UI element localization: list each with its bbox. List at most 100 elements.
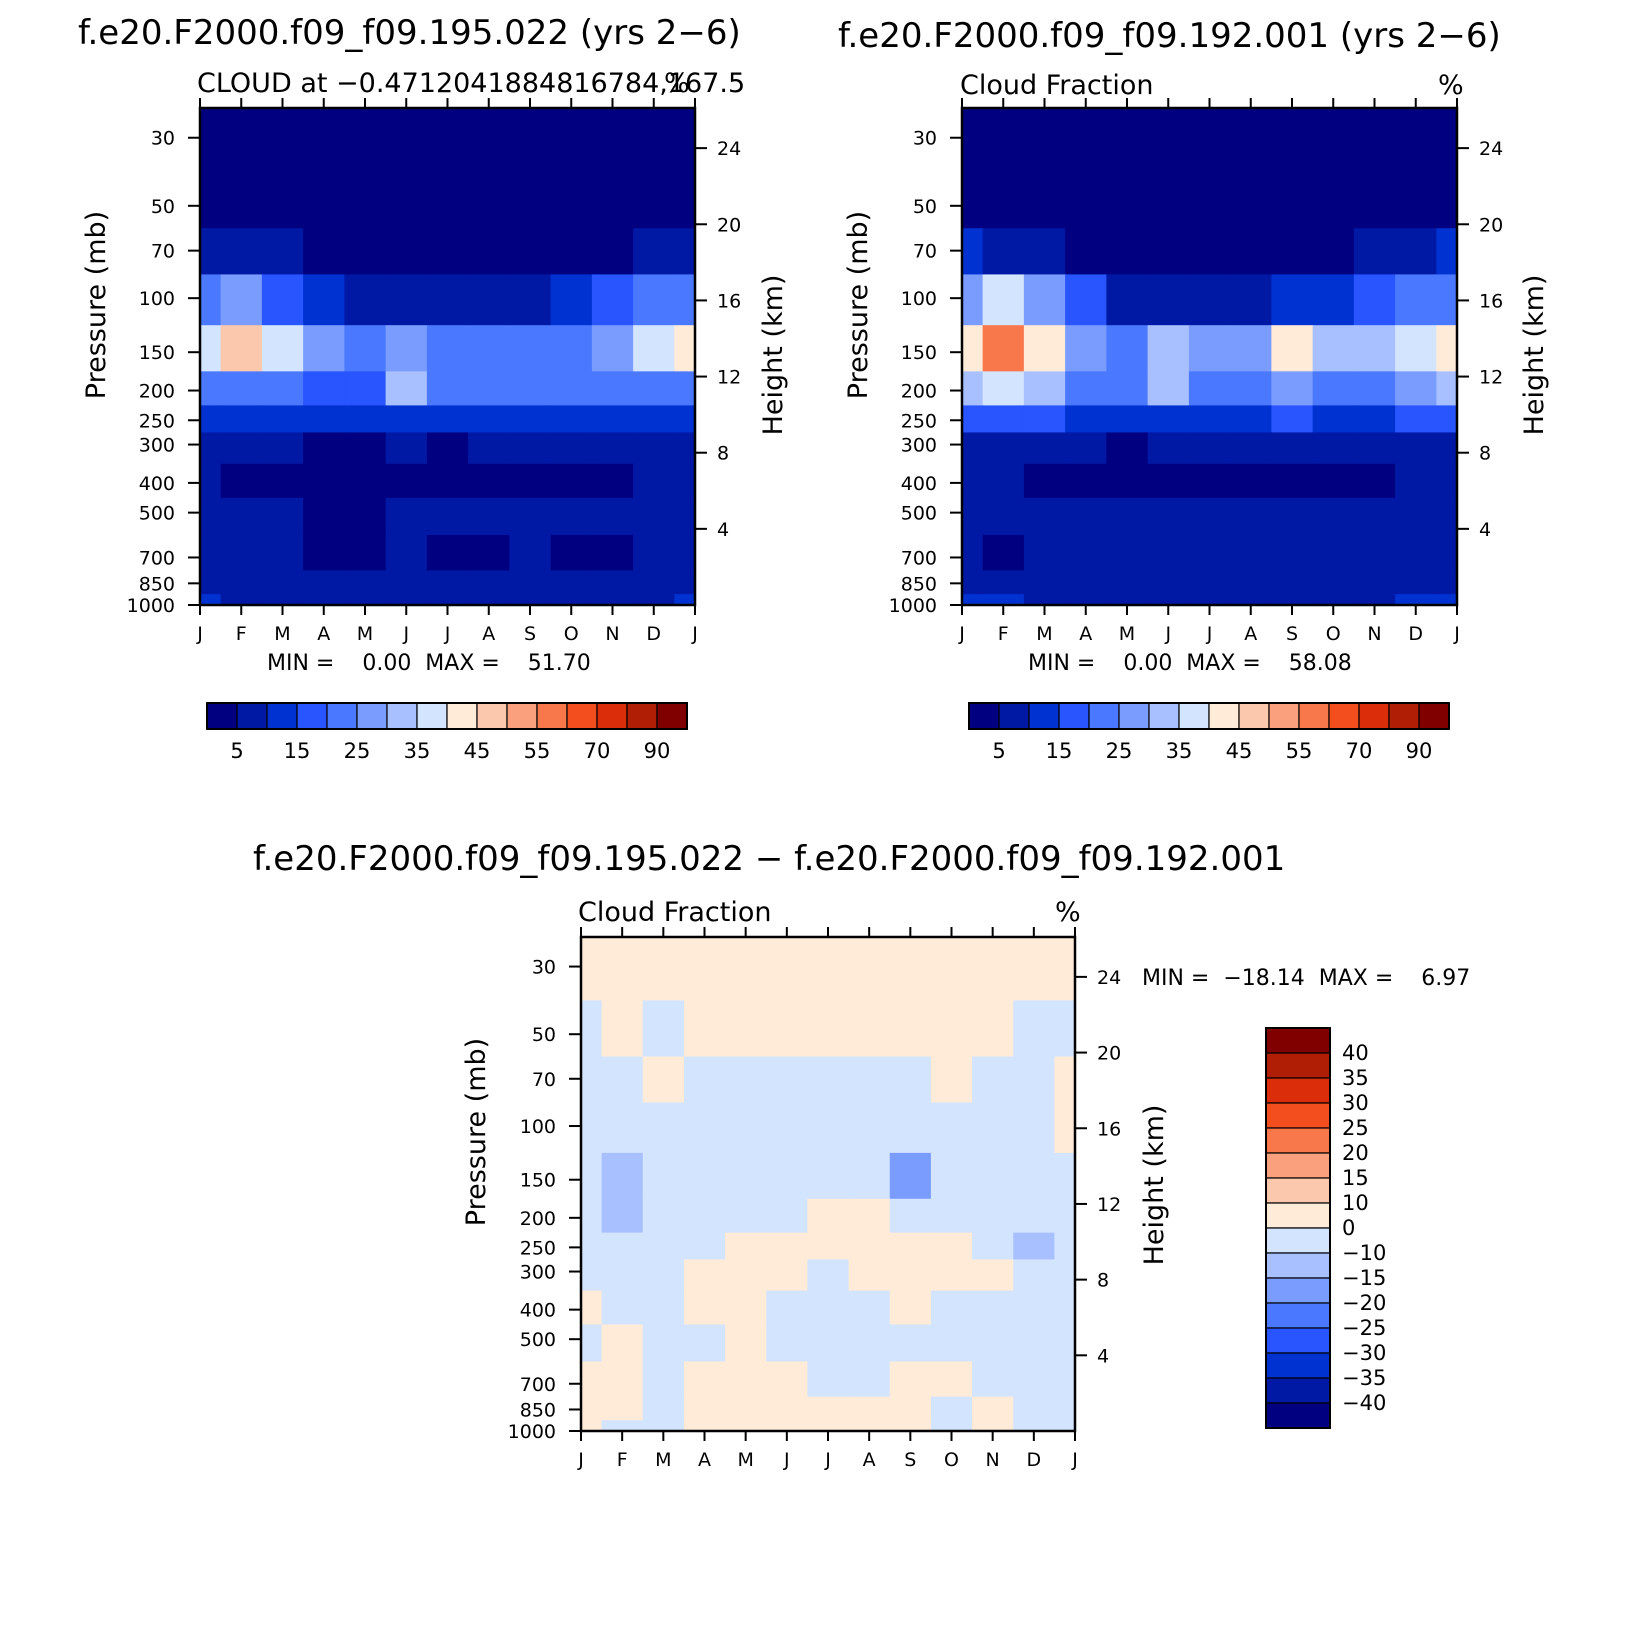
contour-cell bbox=[807, 1324, 850, 1363]
contour-cell bbox=[591, 497, 634, 536]
contour-cell bbox=[962, 432, 984, 465]
contour-cell bbox=[601, 1152, 644, 1200]
y2-axis-label: Height (km) bbox=[758, 275, 789, 436]
contour-cell bbox=[426, 108, 469, 173]
colorbar-label: −35 bbox=[1342, 1366, 1386, 1390]
contour-cell bbox=[674, 570, 696, 595]
contour-cell bbox=[1054, 1056, 1076, 1104]
x-tick-label: M bbox=[357, 623, 373, 645]
contour-cell bbox=[1023, 274, 1066, 326]
contour-cell bbox=[766, 937, 809, 1001]
contour-cell bbox=[1188, 371, 1231, 407]
minmax-label: MIN = 0.00 MAX = 51.70 bbox=[267, 651, 591, 676]
contour-cell bbox=[509, 228, 552, 276]
contour-cell bbox=[962, 535, 984, 572]
panel-title: f.e20.F2000.f09_f09.195.022 (yrs 2−6) bbox=[78, 13, 741, 53]
contour-cell bbox=[1065, 594, 1107, 606]
contour-cell bbox=[766, 1290, 809, 1326]
contour-cell bbox=[889, 1396, 932, 1421]
contour-cell bbox=[1188, 405, 1231, 434]
contour-cell bbox=[581, 937, 603, 1001]
contour-cell bbox=[509, 171, 552, 229]
colorbar-swatch bbox=[1265, 1327, 1331, 1354]
contour-cell bbox=[1106, 405, 1149, 434]
contour-cell bbox=[1312, 108, 1355, 173]
contour-cell bbox=[633, 228, 675, 276]
colorbar-swatch bbox=[386, 702, 418, 730]
contour-cell bbox=[509, 108, 552, 173]
contour-cell bbox=[683, 937, 726, 1001]
contour-cell bbox=[972, 1396, 1014, 1421]
y2-tick-label: 24 bbox=[1479, 138, 1503, 160]
y2-tick-label: 4 bbox=[717, 519, 729, 541]
contour-cell bbox=[426, 432, 469, 465]
colorbar-swatch bbox=[626, 702, 658, 730]
contour-cell bbox=[1436, 594, 1458, 606]
colorbar-swatch bbox=[506, 702, 538, 730]
contour-cell bbox=[509, 463, 552, 499]
colorbar-swatch bbox=[1388, 702, 1420, 730]
contour-cell bbox=[344, 371, 387, 407]
contour-cell bbox=[766, 1102, 809, 1154]
contour-cell bbox=[766, 1232, 809, 1261]
axes: J F M A M J J A S O N D J 30 50 70 100 150 200 250 300 400 500… bbox=[508, 927, 1121, 1471]
contour-cell bbox=[972, 1324, 1014, 1363]
contour-cell bbox=[848, 937, 891, 1001]
contour-cell bbox=[200, 228, 222, 276]
contour-cell bbox=[550, 497, 593, 536]
contour-cell bbox=[683, 1361, 726, 1398]
contour-cell bbox=[633, 497, 675, 536]
panel-subtitle: CLOUD at −0.4712041884816784,167.5 bbox=[197, 68, 745, 99]
contour-cell bbox=[1312, 171, 1355, 229]
contour-cell bbox=[889, 1152, 932, 1200]
contour-cell bbox=[1147, 108, 1190, 173]
y-tick-label: 30 bbox=[151, 128, 175, 150]
colorbar: 5 15 25 35 45 55 70 90 bbox=[968, 702, 1450, 763]
colorbar-swatch bbox=[1298, 702, 1330, 730]
contour-cell bbox=[1271, 171, 1314, 229]
contour-cell bbox=[1054, 1324, 1076, 1363]
contour-cell bbox=[1147, 432, 1190, 465]
contour-cell bbox=[683, 1056, 726, 1104]
contour-cell bbox=[1106, 108, 1149, 173]
contour-cell bbox=[468, 570, 510, 595]
contour-cell bbox=[1230, 497, 1272, 536]
y2-tick-label: 20 bbox=[717, 214, 741, 236]
colorbar-swatch bbox=[1265, 1077, 1331, 1104]
colorbar-swatch bbox=[1058, 702, 1090, 730]
contour-cell bbox=[1013, 1290, 1056, 1326]
contour-cell bbox=[1395, 325, 1437, 372]
y-tick-label: 300 bbox=[520, 1262, 556, 1284]
contour-cell bbox=[385, 171, 428, 229]
colorbar-swatch bbox=[1265, 1402, 1331, 1429]
contour-cell bbox=[1395, 535, 1437, 572]
contour-cell bbox=[344, 570, 387, 595]
units-label: % bbox=[1438, 70, 1464, 101]
contour-cell bbox=[1054, 1152, 1076, 1200]
contour-cell bbox=[303, 171, 345, 229]
contour-cell bbox=[261, 108, 304, 173]
contour-cell bbox=[1013, 937, 1056, 1001]
contour-cell bbox=[591, 228, 634, 276]
contour-cell bbox=[1013, 1056, 1056, 1104]
colorbar-label: −15 bbox=[1342, 1266, 1386, 1290]
contour-cell bbox=[1147, 371, 1190, 407]
x-tick-label: J bbox=[1071, 1449, 1078, 1471]
x-tick-label: M bbox=[1119, 623, 1135, 645]
contour-cell bbox=[261, 463, 304, 499]
contour-cell bbox=[468, 228, 510, 276]
contour-cell bbox=[1147, 570, 1190, 595]
contour-cell bbox=[1188, 432, 1231, 465]
contour-cell bbox=[1312, 463, 1355, 499]
contour-cell bbox=[807, 1232, 850, 1261]
contour-cell bbox=[962, 325, 984, 372]
contour-cell bbox=[725, 1259, 767, 1292]
contour-cell bbox=[982, 594, 1025, 606]
x-tick-label: D bbox=[1027, 1449, 1042, 1471]
contour-cell bbox=[1436, 371, 1458, 407]
contour-cell bbox=[848, 1232, 891, 1261]
contour-cell bbox=[1106, 570, 1149, 595]
y-tick-label: 300 bbox=[901, 435, 937, 457]
contour-cell bbox=[889, 1198, 932, 1234]
contour-cell bbox=[1023, 405, 1066, 434]
